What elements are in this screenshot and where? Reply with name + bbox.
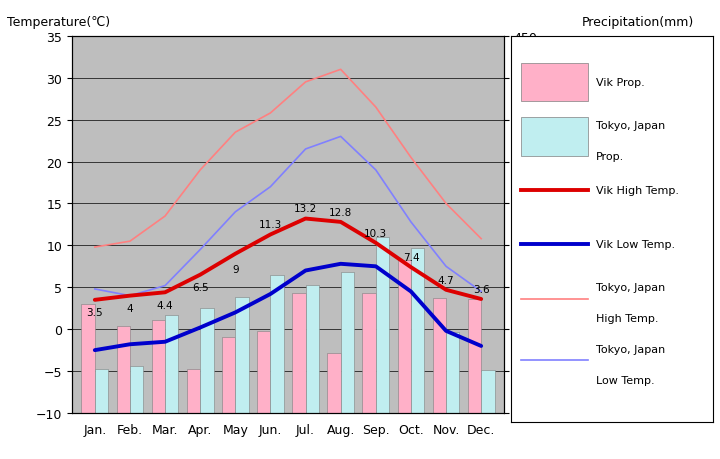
Bar [397,261,411,413]
Bar [481,370,495,413]
Bar [292,293,305,413]
Bar [362,293,376,413]
Text: 11.3: 11.3 [258,220,282,230]
Bar [165,315,179,413]
Text: 4: 4 [127,303,133,313]
Text: 7.4: 7.4 [402,252,419,263]
Text: 9: 9 [232,264,238,274]
Bar [446,332,459,413]
Text: Vik Low Temp.: Vik Low Temp. [596,240,675,250]
Text: Tokyo, Japan: Tokyo, Japan [596,282,665,292]
Bar [328,353,341,413]
FancyBboxPatch shape [521,64,588,102]
Text: 4.4: 4.4 [157,300,174,310]
Text: Vik Prop.: Vik Prop. [596,78,644,88]
Text: Low Temp.: Low Temp. [596,375,654,385]
Bar [305,285,319,413]
Bar [468,299,481,413]
Bar [222,337,235,413]
Bar [95,369,108,413]
Text: Tokyo, Japan: Tokyo, Japan [596,120,665,130]
Bar [411,248,424,413]
Text: Temperature(℃): Temperature(℃) [7,16,110,29]
FancyBboxPatch shape [521,118,588,156]
Text: Vik High Temp.: Vik High Temp. [596,186,679,196]
Bar [117,326,130,413]
Bar [257,331,271,413]
Bar [376,237,389,413]
Bar [152,320,165,413]
Text: Tokyo, Japan: Tokyo, Japan [596,344,665,354]
Bar [200,308,214,413]
Bar [271,275,284,413]
Text: Precipitation(mm): Precipitation(mm) [582,16,694,29]
Bar [433,298,446,413]
Text: 6.5: 6.5 [192,283,209,293]
Bar [187,369,200,413]
Text: 12.8: 12.8 [329,207,352,218]
Text: Prop.: Prop. [596,151,624,161]
Bar [341,273,354,413]
Text: High Temp.: High Temp. [596,313,658,323]
Text: 10.3: 10.3 [364,228,387,238]
Bar [235,298,248,413]
Text: 3.5: 3.5 [86,308,103,318]
Bar [130,366,143,413]
Text: 13.2: 13.2 [294,204,318,214]
Text: 3.6: 3.6 [473,284,490,294]
Text: 4.7: 4.7 [438,275,454,285]
Bar [81,304,95,413]
